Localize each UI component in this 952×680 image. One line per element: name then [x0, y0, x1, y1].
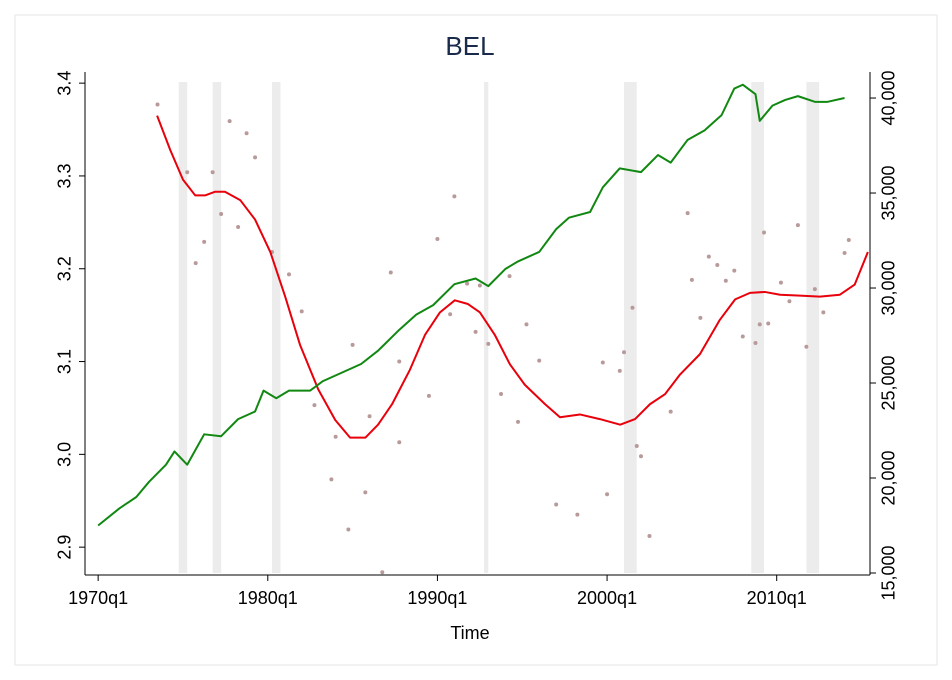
scatter-point	[630, 305, 635, 310]
shaded-period	[751, 82, 764, 573]
shaded-period	[624, 82, 637, 573]
scatter-point	[732, 268, 737, 273]
scatter-point	[155, 102, 160, 107]
scatter-point	[753, 340, 758, 345]
scatter-point	[227, 119, 232, 124]
shaded-period	[272, 82, 281, 573]
scatter-point	[821, 310, 826, 315]
scatter-point	[516, 419, 521, 424]
y2-tick-label: 40,000	[879, 70, 899, 125]
scatter-point	[244, 131, 249, 136]
scatter-point	[795, 223, 800, 228]
y-tick-label: 3.3	[55, 163, 75, 188]
scatter-point	[668, 409, 673, 414]
scatter-point	[715, 263, 720, 268]
scatter-point	[766, 321, 771, 326]
scatter-point	[388, 270, 393, 275]
scatter-point	[787, 299, 792, 304]
scatter-point	[333, 434, 338, 439]
y2-tick-label: 20,000	[879, 450, 899, 505]
scatter-point	[380, 570, 385, 575]
shaded-period	[484, 82, 489, 573]
line-series	[97, 83, 845, 527]
scatter-point	[617, 368, 622, 373]
scatter-point	[465, 281, 470, 286]
scatter-point	[605, 492, 610, 497]
scatter-point	[698, 315, 703, 320]
scatter-point	[350, 342, 355, 347]
scatter-point	[706, 254, 711, 259]
scatter-point	[600, 360, 605, 365]
scatter-point	[346, 527, 351, 532]
y-tick-label: 3.2	[55, 256, 75, 281]
scatter-point	[253, 155, 258, 160]
scatter-point	[524, 322, 529, 327]
x-tick-label: 1970q1	[68, 588, 128, 608]
scatter-point	[185, 170, 190, 175]
x-tick-label: 2010q1	[747, 588, 807, 608]
scatter-point	[575, 512, 580, 517]
scatter-point	[286, 272, 291, 277]
scatter-point	[477, 283, 482, 288]
scatter-point	[622, 350, 627, 355]
y2-tick-label: 25,000	[879, 355, 899, 410]
scatter-point	[842, 250, 847, 255]
scatter-point	[685, 211, 690, 216]
y-tick-label: 3.1	[55, 349, 75, 374]
y-tick-label: 2.9	[55, 535, 75, 560]
x-tick-label: 1980q1	[238, 588, 298, 608]
chart-title: BEL	[445, 31, 494, 61]
shaded-period	[178, 82, 188, 573]
scatter-point	[723, 278, 728, 283]
scatter-point	[426, 393, 431, 398]
scatter-point	[757, 322, 762, 327]
scatter-point	[846, 237, 851, 242]
y2-tick-label: 35,000	[879, 165, 899, 220]
scatter-point	[367, 414, 372, 419]
scatter-point	[638, 454, 643, 459]
y2-tick-label: 30,000	[879, 260, 899, 315]
y-tick-label: 3.0	[55, 442, 75, 467]
shaded-period	[212, 82, 222, 573]
scatter-point	[647, 534, 652, 539]
scatter-point	[397, 359, 402, 364]
scatter-point	[435, 237, 440, 242]
scatter-point	[812, 287, 817, 292]
y2-tick-label: 15,000	[879, 545, 899, 600]
scatter-point	[312, 403, 317, 408]
scatter-point	[804, 344, 809, 349]
y-tick-label: 3.4	[55, 71, 75, 96]
scatter-point	[210, 170, 215, 175]
scatter-point	[761, 230, 766, 235]
scatter-point	[499, 392, 504, 397]
scatter-point	[448, 312, 453, 317]
shaded-period	[806, 82, 820, 573]
chart-frame	[14, 14, 938, 666]
scatter-point	[778, 280, 783, 285]
scatter-point	[486, 341, 491, 346]
scatter-point	[193, 261, 198, 266]
scatter-point	[740, 334, 745, 339]
scatter-point	[202, 239, 207, 244]
scatter-point	[689, 277, 694, 282]
scatter-point	[299, 309, 304, 314]
x-tick-label: 2000q1	[577, 588, 637, 608]
scatter-point	[473, 329, 478, 334]
scatter-point	[452, 194, 457, 199]
line-series	[156, 115, 869, 439]
scatter-point	[507, 274, 512, 279]
x-tick-label: 1990q1	[407, 588, 467, 608]
scatter-point	[329, 477, 334, 482]
scatter-point	[236, 224, 241, 229]
scatter-point	[363, 490, 368, 495]
scatter-point	[537, 358, 542, 363]
scatter-point	[219, 211, 224, 216]
x-axis-title: Time	[450, 623, 489, 643]
scatter-point	[397, 440, 402, 445]
scatter-point	[554, 502, 559, 507]
scatter-point	[634, 444, 639, 449]
